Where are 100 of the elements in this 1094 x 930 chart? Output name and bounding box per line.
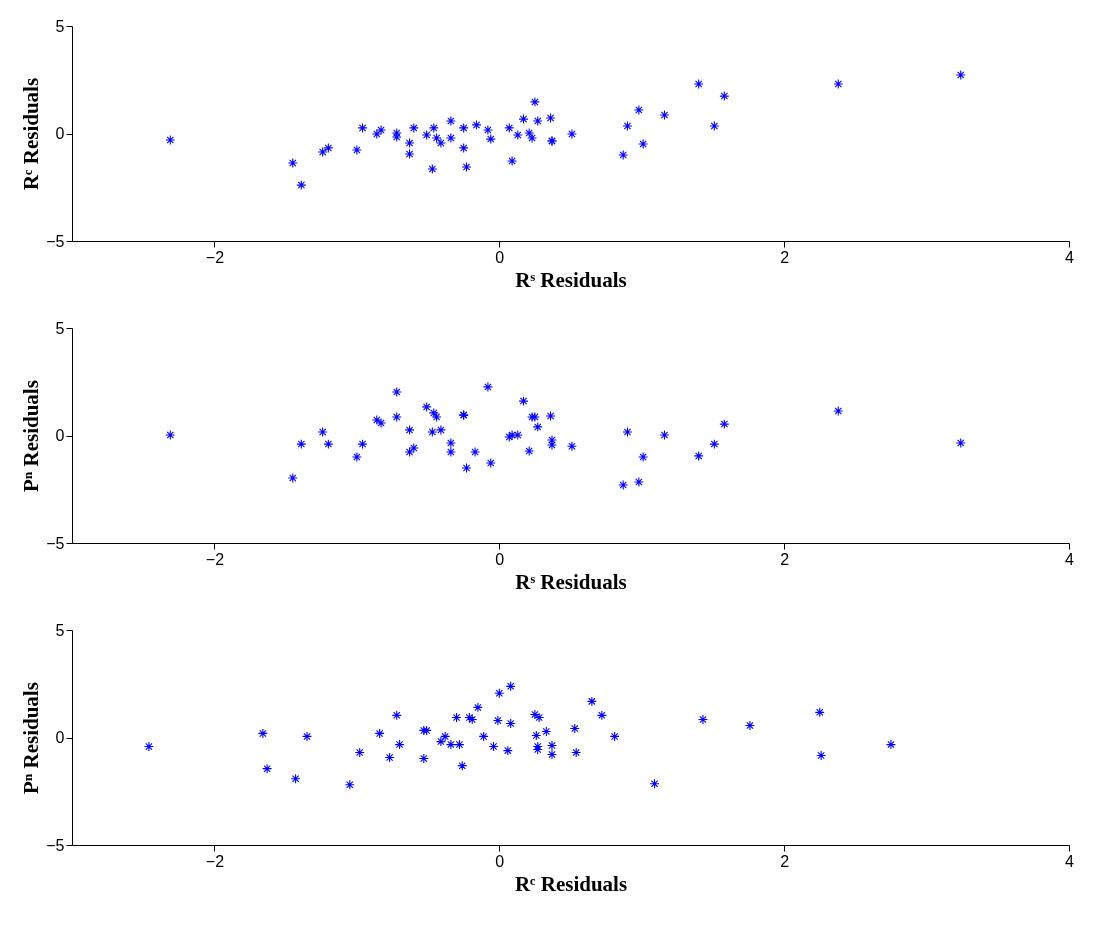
point — [709, 120, 720, 131]
point — [482, 381, 493, 392]
point — [485, 134, 496, 145]
point — [814, 707, 825, 718]
y-axis-title: Pⁿ Residuals — [19, 380, 44, 492]
point — [461, 162, 472, 173]
x-axis-title: Rˢ Residuals — [515, 267, 627, 292]
point — [445, 116, 456, 127]
point — [693, 79, 704, 90]
point — [391, 710, 402, 721]
point — [440, 731, 451, 742]
point — [427, 163, 438, 174]
point — [518, 396, 529, 407]
point — [165, 430, 176, 441]
point — [445, 447, 456, 458]
point — [482, 125, 493, 136]
point — [290, 773, 301, 784]
x-tick-label: 2 — [780, 248, 790, 266]
x-tick-label: 4 — [1065, 248, 1075, 266]
point — [371, 415, 382, 426]
point — [638, 451, 649, 463]
y-tick-label: 0 — [55, 427, 65, 444]
point — [445, 438, 456, 449]
point — [296, 439, 307, 450]
point — [545, 410, 556, 421]
point — [529, 709, 540, 720]
point — [833, 79, 844, 90]
point — [472, 702, 483, 713]
point — [257, 728, 268, 739]
point — [709, 439, 720, 450]
point — [351, 451, 362, 463]
point — [566, 441, 577, 452]
y-tick-label: 5 — [55, 621, 65, 639]
point — [408, 442, 419, 453]
x-tick-label: −2 — [205, 852, 225, 870]
point — [428, 122, 439, 133]
point — [391, 411, 402, 423]
point — [421, 401, 432, 412]
point — [344, 779, 355, 790]
point — [638, 139, 649, 150]
point — [622, 120, 633, 131]
y-tick-label: 0 — [55, 729, 65, 746]
point — [618, 479, 629, 490]
point — [435, 736, 446, 747]
point — [534, 712, 545, 723]
point — [504, 122, 515, 133]
point — [693, 450, 704, 461]
point — [394, 739, 405, 750]
point — [532, 421, 543, 432]
point — [485, 458, 496, 469]
x-axis-title: Rᶜ Residuals — [514, 871, 628, 896]
point — [518, 114, 529, 125]
point — [451, 712, 462, 723]
point — [384, 752, 395, 763]
point — [649, 778, 660, 789]
point — [527, 132, 538, 144]
point — [445, 739, 456, 750]
point — [586, 696, 597, 707]
point — [458, 142, 469, 153]
point — [371, 128, 382, 139]
point — [376, 418, 387, 429]
point — [618, 149, 629, 161]
x-axis-title: Rˢ Residuals — [515, 569, 627, 594]
point — [143, 741, 154, 752]
y-tick-label: 0 — [55, 125, 65, 142]
x-tick-label: 4 — [1065, 852, 1075, 870]
point — [421, 129, 432, 141]
point — [697, 714, 708, 725]
point — [470, 447, 481, 458]
point — [323, 439, 334, 450]
y-tick-label: 5 — [55, 319, 65, 337]
point — [569, 723, 580, 734]
point — [165, 134, 176, 145]
point — [512, 129, 523, 141]
point — [833, 405, 844, 417]
point — [488, 741, 499, 752]
x-tick-label: −2 — [205, 550, 225, 568]
point — [494, 688, 505, 699]
point — [471, 119, 482, 130]
point — [955, 438, 966, 449]
point — [478, 731, 489, 742]
point — [609, 731, 620, 742]
point — [545, 113, 556, 124]
x-tick-label: 0 — [495, 550, 505, 568]
point — [262, 763, 273, 774]
point — [622, 427, 633, 438]
point — [296, 180, 307, 191]
x-tick-label: 0 — [495, 248, 505, 266]
point — [633, 105, 644, 116]
point — [354, 747, 365, 758]
point — [529, 96, 540, 107]
point — [374, 728, 385, 739]
point — [546, 749, 558, 760]
point — [454, 739, 465, 750]
point — [524, 445, 535, 456]
y-tick-label: −5 — [46, 836, 65, 854]
point — [317, 427, 328, 438]
point — [885, 739, 896, 750]
point — [532, 116, 543, 127]
point — [404, 137, 415, 148]
